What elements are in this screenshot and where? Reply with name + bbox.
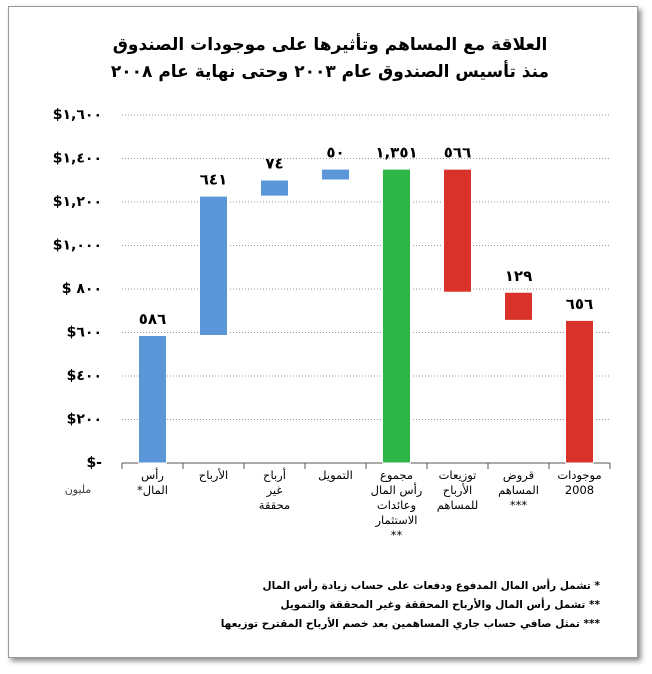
value-label: ٦٤١ [200, 171, 227, 189]
y-tick-label: $٦٠٠ [67, 325, 102, 341]
bar [382, 168, 411, 464]
footnote: * تشمل رأس المال المدفوع ودفعات على حساب… [262, 580, 600, 592]
value-label: ٦٥٦ [566, 295, 593, 313]
y-tick-label: $١,٢٠٠ [53, 194, 102, 210]
bar [504, 291, 533, 321]
bar [565, 319, 594, 464]
bar [260, 179, 289, 197]
y-tick-label: $٢٠٠ [67, 412, 102, 428]
bar [321, 168, 350, 181]
value-label: ٥٠ [326, 144, 344, 162]
footnote: *** تمثل صافي حساب جاري المساهمين بعد خص… [220, 618, 600, 630]
y-unit: مليون [65, 483, 92, 496]
chart-subtitle: منذ تأسيس الصندوق عام ٢٠٠٣ وحتى نهاية عا… [111, 60, 549, 82]
x-tick-label: الأرباح [198, 468, 229, 482]
y-tick-label: $١,٠٠٠ [53, 238, 102, 254]
footnote: ** تشمل رأس المال والأرباح المحققة وغير … [280, 599, 600, 611]
chart-title: العلاقة مع المساهم وتأثيرها على موجودات … [113, 33, 548, 55]
y-tick-label: $١,٦٠٠ [53, 107, 102, 123]
y-tick-label: $١,٤٠٠ [53, 151, 102, 167]
y-tick-label: $ ٨٠٠ [62, 281, 102, 297]
value-label: ٥٦٦ [444, 144, 471, 162]
bar [138, 335, 167, 464]
x-tick-label: مجموع رأس المال وعائدات الاستثمار ** [370, 468, 423, 542]
value-label: ١٢٩ [505, 267, 532, 285]
y-tick-label: $٤٠٠ [67, 368, 102, 384]
value-label: ٥٨٦ [139, 310, 166, 328]
bar [443, 168, 472, 293]
x-tick-label: التمويل [318, 468, 353, 482]
x-tick-label: قروض المساهم *** [498, 468, 539, 512]
x-tick-label: أرباح غير محققة [258, 468, 291, 512]
x-tick-label: توزيعات الأرباح للمساهم [436, 468, 479, 512]
x-tick-label: موجودات 2008 [557, 468, 602, 497]
x-tick-label: رأس المال* [137, 468, 168, 497]
y-tick-label: $- [86, 455, 102, 471]
bar [199, 195, 228, 337]
value-label: ١,٣٥١ [375, 144, 417, 162]
value-label: ٧٤ [265, 155, 283, 173]
